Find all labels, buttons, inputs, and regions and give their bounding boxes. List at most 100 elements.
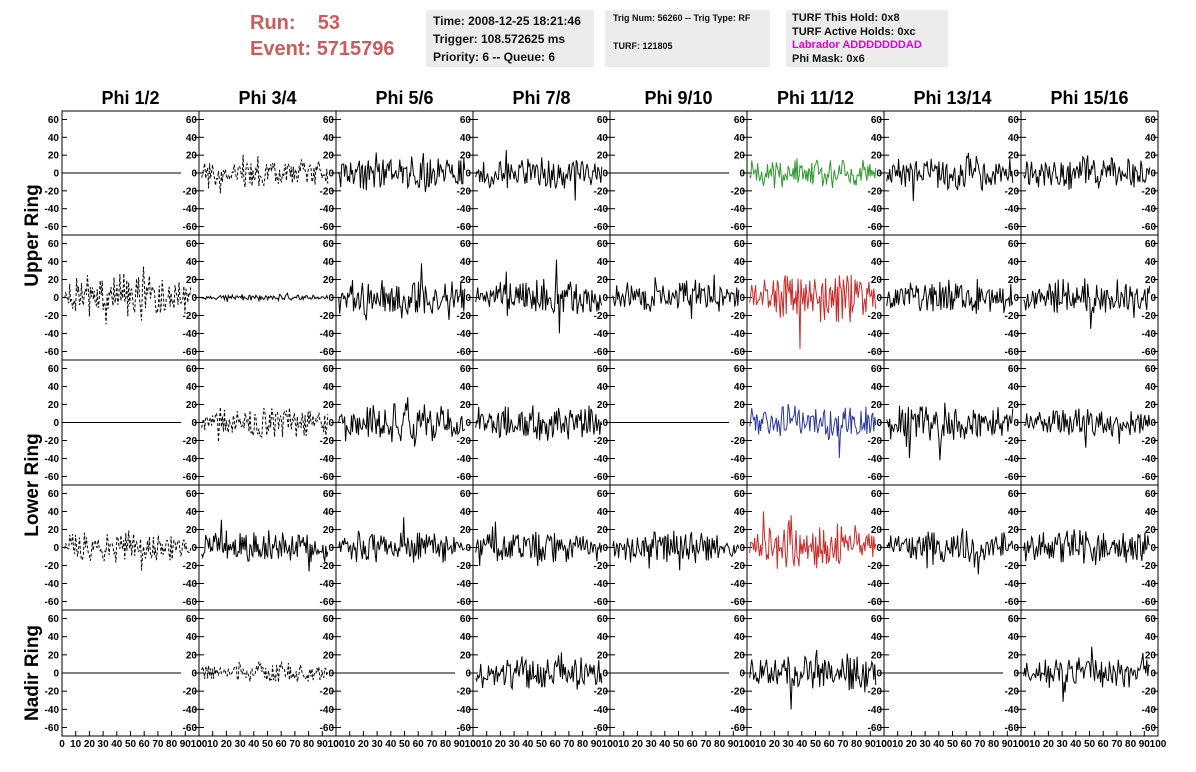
- waveform-panel: 60 40 20 0 -20 -40 -60: [472, 359, 611, 486]
- y-tick-label: 0: [602, 669, 608, 680]
- y-tick-label: 60: [48, 115, 60, 126]
- y-tick-label: -40: [868, 579, 883, 590]
- x-tick-label: 0: [881, 739, 887, 750]
- x-tick-label: 20: [495, 739, 507, 750]
- y-tick-label: 40: [871, 133, 883, 144]
- y-tick-label: -60: [45, 597, 60, 608]
- waveform-trace: [749, 158, 877, 189]
- y-tick-label: 20: [871, 275, 883, 286]
- waveform-trace: [886, 152, 1014, 202]
- waveform-trace: [475, 405, 603, 441]
- y-tick-label: 20: [186, 525, 198, 536]
- x-tick-label: 90: [317, 739, 329, 750]
- y-tick-label: -60: [45, 472, 60, 483]
- y-tick-label: -20: [320, 311, 335, 322]
- y-tick-label: 20: [597, 151, 609, 162]
- y-tick-label: -40: [868, 329, 883, 340]
- y-tick-label: -20: [868, 561, 883, 572]
- y-tick-label: -20: [183, 311, 198, 322]
- y-tick-label: 60: [1145, 239, 1157, 250]
- x-tick-label: 20: [632, 739, 644, 750]
- phi-mask-text: Phi Mask: 0x6: [792, 52, 865, 65]
- y-tick-label: 40: [323, 133, 335, 144]
- y-tick-label: 40: [48, 632, 60, 643]
- y-tick-label: 20: [871, 151, 883, 162]
- x-tick-label: 50: [673, 739, 685, 750]
- y-tick-label: 40: [1008, 632, 1020, 643]
- y-tick-label: -60: [320, 597, 335, 608]
- y-tick-label: -20: [457, 186, 472, 197]
- y-tick-label: 20: [871, 400, 883, 411]
- y-tick-label: 60: [186, 614, 198, 625]
- y-tick-label: 60: [48, 239, 60, 250]
- y-tick-label: 0: [602, 293, 608, 304]
- trigger-info-box: Trig Num: 56260 -- Trig Type: RF TURF: 1…: [605, 10, 770, 67]
- x-tick-label: 60: [139, 739, 151, 750]
- y-tick-label: 0: [191, 669, 197, 680]
- y-tick-label: -60: [731, 472, 746, 483]
- y-tick-label: 20: [734, 275, 746, 286]
- y-tick-label: 0: [465, 543, 471, 554]
- y-tick-label: -40: [183, 579, 198, 590]
- y-tick-label: 40: [323, 382, 335, 393]
- x-tick-label: 90: [1002, 739, 1014, 750]
- waveform-trace: [1023, 155, 1151, 190]
- event-row: Event: 5715796: [250, 36, 395, 62]
- y-tick-label: -40: [45, 329, 60, 340]
- y-tick-label: -60: [594, 472, 609, 483]
- y-tick-label: -40: [594, 579, 609, 590]
- y-tick-label: 0: [1013, 293, 1019, 304]
- x-tick-label: 60: [550, 739, 562, 750]
- y-tick-label: 40: [1008, 507, 1020, 518]
- y-tick-label: 0: [739, 169, 745, 180]
- y-tick-label: 20: [1145, 525, 1157, 536]
- x-tick-label: 10: [892, 739, 904, 750]
- y-tick-label: 60: [597, 239, 609, 250]
- y-tick-label: 0: [876, 418, 882, 429]
- y-tick-label: 20: [597, 275, 609, 286]
- turf-number-text: TURF: 121805: [613, 41, 673, 51]
- y-tick-label: -20: [868, 436, 883, 447]
- waveform-trace: [1023, 408, 1151, 448]
- y-tick-label: 40: [323, 257, 335, 268]
- y-tick-label: 0: [602, 418, 608, 429]
- x-tick-label: 60: [687, 739, 699, 750]
- waveform-trace: [749, 649, 877, 710]
- event-value: 5715796: [316, 38, 395, 60]
- panel-frame: [609, 484, 748, 611]
- y-tick-label: 0: [328, 669, 334, 680]
- y-tick-label: -40: [594, 329, 609, 340]
- y-tick-label: -20: [868, 186, 883, 197]
- y-tick-label: 20: [186, 400, 198, 411]
- y-tick-label: 40: [734, 133, 746, 144]
- y-tick-label: 60: [871, 364, 883, 375]
- x-tick-label: 90: [728, 739, 740, 750]
- ring-label: Lower Ring: [22, 433, 43, 536]
- x-tick-label: 40: [1070, 739, 1082, 750]
- y-tick-label: -40: [45, 204, 60, 215]
- x-tick-label: 30: [372, 739, 384, 750]
- y-tick-label: 20: [323, 525, 335, 536]
- x-tick-label: 20: [1043, 739, 1055, 750]
- y-tick-label: -40: [320, 579, 335, 590]
- y-tick-label: -20: [1142, 436, 1157, 447]
- y-tick-label: -40: [1005, 204, 1020, 215]
- y-tick-label: -40: [594, 204, 609, 215]
- y-tick-label: -20: [1005, 186, 1020, 197]
- y-tick-label: 40: [48, 257, 60, 268]
- y-tick-label: 40: [597, 382, 609, 393]
- y-tick-label: -40: [320, 329, 335, 340]
- x-tick-label: 30: [646, 739, 658, 750]
- y-tick-label: 0: [602, 169, 608, 180]
- y-tick-label: -60: [1005, 472, 1020, 483]
- waveform-trace: [475, 652, 603, 691]
- y-tick-label: 20: [597, 650, 609, 661]
- x-tick-label: 40: [659, 739, 671, 750]
- ring-label: Nadir Ring: [22, 625, 43, 721]
- x-tick-label: 20: [221, 739, 233, 750]
- y-tick-label: 60: [1008, 364, 1020, 375]
- waveform-panel: 60 40 20 0 -20 -40 -60: [746, 234, 885, 361]
- column-title: Phi 13/14: [913, 88, 991, 108]
